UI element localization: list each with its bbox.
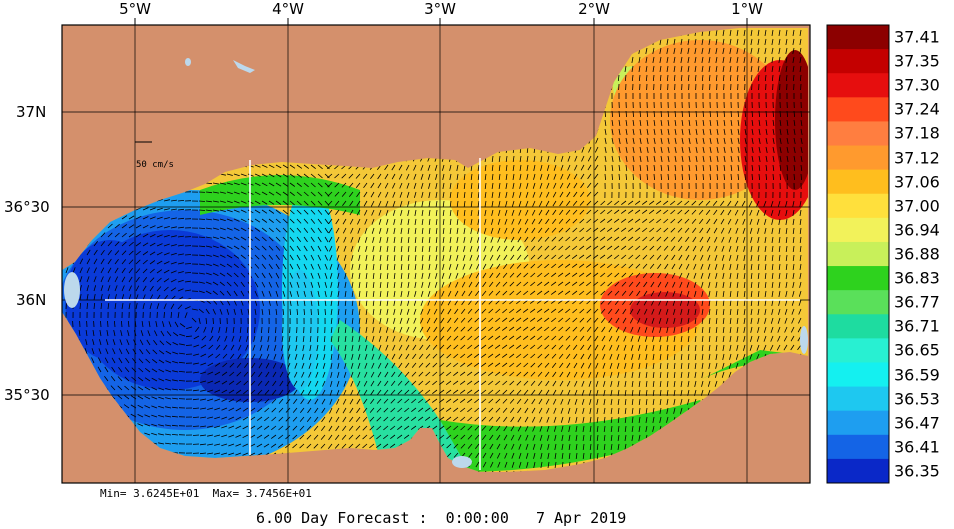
min-value: Min= 3.6245E+01 <box>100 487 200 500</box>
colorbar-frame <box>826 24 890 484</box>
forecast-label: 6.00 Day Forecast : <box>256 509 428 527</box>
colorbar-value: 36.41 <box>894 437 940 457</box>
colorbar-swatch <box>827 241 889 267</box>
colorbar-value: 36.77 <box>894 292 940 312</box>
max-value: Max= 3.7456E+01 <box>212 487 312 500</box>
frame-ticks <box>134 18 748 25</box>
colorbar-swatch <box>827 338 889 363</box>
colorbar-swatch <box>827 97 889 122</box>
colorbar-value: 37.00 <box>894 196 940 216</box>
colorbar-swatch <box>827 145 889 171</box>
colorbar-value: 37.18 <box>894 123 940 143</box>
colorbar-value: 36.53 <box>894 389 940 409</box>
colorbar-value: 37.41 <box>894 27 940 47</box>
colorbar-value: 36.59 <box>894 365 940 385</box>
graticule <box>62 25 810 483</box>
colorbar-value: 37.06 <box>894 172 940 192</box>
colorbar-swatch <box>827 193 889 219</box>
colorbar-value: 36.94 <box>894 220 940 240</box>
colorbar-value: 37.24 <box>894 99 940 119</box>
colorbar-value: 36.83 <box>894 268 940 288</box>
colorbar-value: 37.12 <box>894 148 940 168</box>
colorbar-swatch <box>827 434 889 460</box>
forecast-time: 0:00:00 <box>445 509 509 527</box>
colorbar-swatch <box>827 266 889 291</box>
colorbar-value: 36.65 <box>894 340 940 360</box>
colorbar-swatch <box>827 386 889 412</box>
lat-label-36n: 36N <box>16 291 47 309</box>
scale-label: 50 cm/s <box>136 160 174 170</box>
forecast-footer: 6.00 Day Forecast : 0:00:00 7 Apr 2019 <box>256 509 626 527</box>
colorbar-value: 37.30 <box>894 75 940 95</box>
colorbar-swatch <box>827 458 889 484</box>
lon-label-1w: 1°W <box>731 0 763 18</box>
colorbar <box>826 24 890 484</box>
colorbar-swatch <box>827 49 889 74</box>
colorbar-swatch <box>827 73 889 98</box>
forecast-date: 7 Apr 2019 <box>535 509 627 527</box>
colorbar-value: 36.47 <box>894 413 940 433</box>
section-lines <box>105 158 800 470</box>
colorbar-swatch <box>827 169 889 195</box>
inland-water <box>64 58 808 468</box>
lat-label-37n: 37N <box>16 103 47 121</box>
colorbar-value: 37.35 <box>894 51 940 71</box>
colorbar-swatch <box>827 290 889 315</box>
min-max-readout: Min= 3.6245E+01 Max= 3.7456E+01 <box>100 487 312 500</box>
colorbar-swatch <box>827 217 889 243</box>
colorbar-value: 36.88 <box>894 244 940 264</box>
colorbar-swatch <box>827 121 889 147</box>
lon-label-2w: 2°W <box>578 0 610 18</box>
lon-label-4w: 4°W <box>272 0 304 18</box>
colorbar-swatch <box>827 314 889 339</box>
colorbar-value: 36.71 <box>894 316 940 336</box>
lon-label-3w: 3°W <box>424 0 456 18</box>
lon-label-5w: 5°W <box>119 0 151 18</box>
lat-label-35-30: 35°30 <box>4 386 50 404</box>
colorbar-value: 36.35 <box>894 461 940 481</box>
colorbar-swatch <box>827 410 889 436</box>
map-frame <box>61 24 811 484</box>
lat-label-36-30: 36°30 <box>4 198 50 216</box>
colorbar-swatch <box>827 25 889 50</box>
colorbar-swatch <box>827 362 889 388</box>
